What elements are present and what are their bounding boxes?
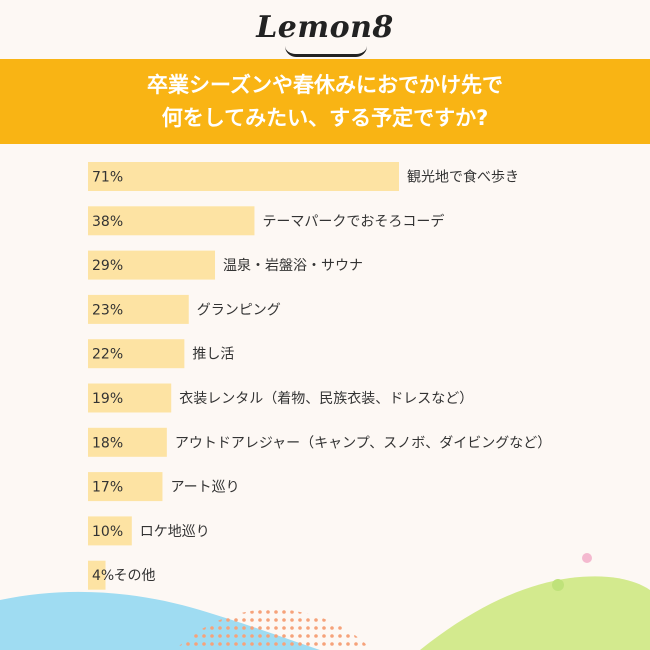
chart-title-line-1: 卒業シーズンや春休みにおでかけ先で — [147, 72, 503, 97]
value-label-2: 38% — [92, 214, 123, 230]
category-label-8: アート巡り — [170, 480, 239, 496]
category-label-4: グランピング — [197, 302, 281, 318]
category-label-2: テーマパークでおそろコーデ — [262, 213, 444, 230]
bar-9 — [88, 516, 132, 546]
value-label-7: 18% — [92, 435, 123, 451]
green-dot — [552, 579, 564, 591]
value-label-8: 17% — [92, 480, 123, 496]
value-label-10: 4% — [92, 568, 114, 584]
value-label-1: 71% — [92, 170, 123, 186]
chart-title-line-2: 何をしてみたい、する予定ですか? — [161, 105, 489, 130]
bar-4 — [88, 294, 189, 324]
title-banner: 卒業シーズンや春休みにおでかけ先で 何をしてみたい、する予定ですか? — [0, 59, 650, 144]
bar-3 — [88, 250, 216, 280]
value-label-9: 10% — [92, 524, 123, 540]
category-label-1: 観光地で食べ歩き — [407, 169, 519, 186]
category-label-10: その他 — [114, 568, 156, 584]
value-label-5: 22% — [92, 347, 123, 363]
value-label-6: 19% — [92, 391, 123, 407]
bar-2 — [88, 206, 255, 236]
bar-8 — [88, 472, 163, 502]
lemon8-logo: Lemon8 — [256, 10, 394, 45]
bar-5 — [88, 339, 185, 369]
category-label-6: 衣装レンタル（着物、民族衣装、ドレスなど） — [179, 391, 473, 407]
bar-7 — [88, 427, 167, 457]
category-label-7: アウトドアレジャー（キャンプ、スノボ、ダイビングなど） — [175, 435, 551, 451]
wave-dots — [175, 609, 372, 650]
value-label-4: 23% — [92, 302, 123, 318]
pink-dot — [582, 553, 592, 563]
category-label-5: 推し活 — [192, 347, 234, 363]
bar-1 — [88, 162, 399, 191]
bar-10 — [88, 560, 106, 590]
value-label-3: 29% — [92, 258, 123, 274]
logo-underline — [285, 46, 367, 57]
bar-6 — [88, 383, 172, 413]
category-label-3: 温泉・岩盤浴・サウナ — [223, 257, 363, 274]
wave-green — [420, 576, 650, 650]
category-label-9: ロケ地巡り — [140, 524, 210, 540]
